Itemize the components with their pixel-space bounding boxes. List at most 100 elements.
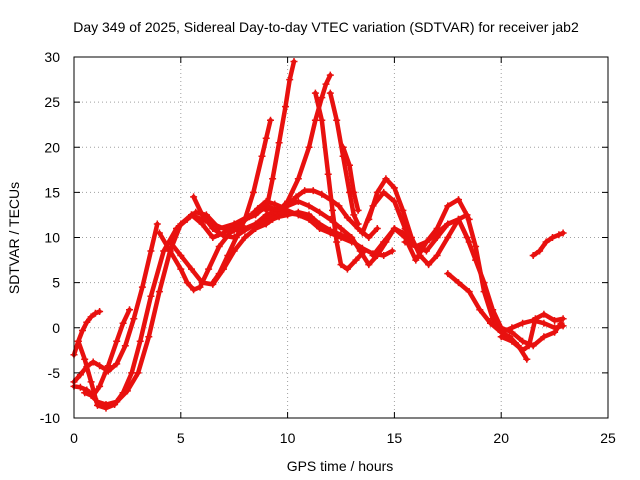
- data-point-marker: [249, 188, 257, 196]
- data-point-marker: [198, 211, 206, 219]
- data-point-marker: [480, 279, 488, 287]
- data-point-marker: [121, 342, 129, 350]
- data-point-marker: [444, 220, 452, 228]
- data-point-marker: [390, 225, 398, 232]
- series-sat-k: [263, 59, 297, 213]
- data-point-marker: [96, 308, 104, 315]
- data-point-marker: [365, 261, 373, 269]
- series-sat-u-markers: [529, 229, 567, 259]
- data-point-marker: [76, 383, 84, 391]
- data-point-marker: [252, 220, 260, 228]
- data-point-marker: [540, 333, 548, 341]
- data-point-marker: [559, 322, 567, 330]
- y-tick-label: 0: [52, 320, 60, 336]
- y-tick-label: -10: [40, 410, 60, 426]
- data-point-marker: [519, 346, 527, 354]
- data-point-marker: [241, 234, 249, 241]
- data-point-marker: [542, 238, 550, 246]
- data-point-marker: [348, 238, 356, 246]
- axis-ticks: [73, 56, 609, 419]
- data-point-marker: [382, 175, 390, 183]
- x-tick-label: 20: [493, 430, 509, 446]
- data-point-marker: [145, 333, 153, 341]
- series-sat-n: [340, 145, 361, 213]
- data-point-marker: [369, 252, 377, 259]
- data-point-marker: [91, 309, 99, 317]
- data-point-marker: [487, 319, 494, 327]
- data-point-marker: [433, 252, 441, 259]
- y-tick-label: 15: [44, 184, 60, 200]
- series-sat-l-markers: [311, 89, 368, 273]
- x-tick-label: 25: [600, 430, 616, 446]
- data-point-marker: [87, 391, 95, 399]
- data-point-marker: [444, 270, 452, 278]
- data-point-marker: [87, 378, 95, 386]
- data-point-marker: [551, 324, 559, 332]
- data-point-marker: [352, 256, 360, 264]
- series-sat-t-markers: [497, 310, 567, 354]
- series-sat-i: [191, 194, 354, 245]
- data-point-marker: [147, 292, 155, 300]
- data-point-marker: [196, 283, 204, 291]
- data-point-marker: [463, 234, 471, 241]
- y-tick-label: 5: [52, 275, 60, 291]
- data-point-marker: [190, 193, 198, 201]
- series-sat-i-markers: [190, 193, 356, 246]
- data-point-marker: [155, 288, 163, 296]
- data-point-marker: [343, 265, 351, 273]
- data-point-marker: [113, 360, 121, 368]
- data-point-marker: [241, 215, 249, 223]
- data-point-marker: [83, 318, 91, 326]
- data-point-marker: [335, 202, 343, 210]
- data-point-marker: [444, 202, 452, 210]
- data-point-marker: [128, 369, 136, 377]
- y-tick-label: 20: [44, 139, 60, 155]
- data-point-marker: [134, 369, 142, 377]
- data-point-marker: [318, 116, 326, 124]
- data-point-marker: [282, 103, 289, 111]
- data-point-marker: [465, 215, 473, 223]
- data-point-marker: [358, 229, 366, 237]
- y-tick-label: 10: [44, 230, 60, 246]
- series-sat-d-markers: [74, 204, 315, 412]
- data-point-marker: [455, 215, 462, 223]
- data-point-marker: [472, 243, 480, 250]
- data-point-marker: [96, 362, 104, 370]
- data-point-marker: [373, 225, 381, 232]
- data-point-marker: [318, 190, 326, 198]
- data-point-marker: [81, 355, 89, 363]
- data-point-marker: [412, 243, 420, 250]
- data-point-marker: [551, 317, 559, 324]
- data-point-marker: [324, 170, 332, 178]
- data-point-marker: [290, 58, 298, 65]
- data-point-marker: [284, 206, 292, 214]
- data-point-marker: [369, 202, 377, 210]
- data-point-marker: [309, 187, 317, 195]
- data-point-marker: [399, 206, 407, 214]
- x-tick-label: 10: [280, 430, 296, 446]
- data-point-marker: [305, 215, 313, 223]
- series-sat-t: [498, 311, 566, 353]
- data-point-marker: [455, 279, 462, 287]
- data-point-marker: [94, 398, 101, 406]
- data-point-marker: [508, 324, 516, 332]
- data-point-marker: [119, 319, 127, 327]
- data-point-marker: [262, 215, 270, 223]
- data-point-marker: [305, 202, 313, 210]
- data-point-marker: [337, 225, 345, 232]
- data-point-marker: [519, 319, 527, 327]
- data-point-marker: [559, 229, 567, 237]
- data-point-marker: [540, 310, 548, 318]
- data-point-marker: [275, 139, 283, 147]
- data-point-marker: [102, 401, 110, 408]
- data-point-marker: [123, 387, 131, 395]
- data-point-marker: [294, 211, 302, 219]
- data-point-marker: [258, 152, 266, 160]
- x-axis-label: GPS time / hours: [287, 458, 394, 474]
- x-tick-label: 0: [70, 430, 78, 446]
- data-point-marker: [380, 252, 388, 259]
- series-sat-s: [445, 271, 566, 335]
- data-point-marker: [269, 175, 277, 183]
- data-point-marker: [183, 279, 191, 287]
- data-point-marker: [529, 252, 537, 259]
